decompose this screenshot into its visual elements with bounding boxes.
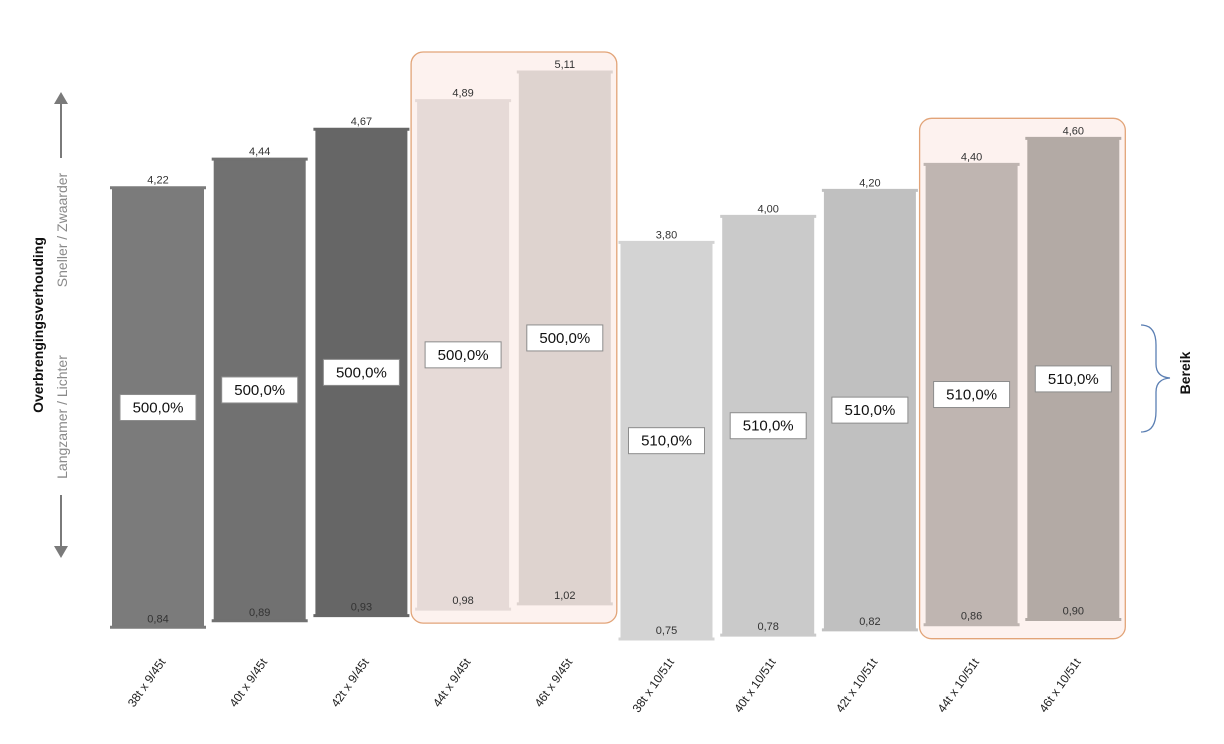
high-value-label: 4,40	[961, 151, 982, 163]
category-label: 44t x 9/45t	[430, 655, 474, 709]
arrow-up-icon	[54, 92, 68, 158]
range-label-box	[933, 381, 1011, 409]
high-value-label: 3,80	[656, 229, 677, 241]
range-label: 510,0%	[1048, 371, 1099, 388]
range-label: 500,0%	[234, 382, 285, 399]
high-value-label: 4,67	[351, 116, 372, 128]
range-label: 510,0%	[743, 418, 794, 435]
range-label-box	[322, 358, 400, 386]
category-label: 46t x 9/45t	[532, 655, 576, 709]
range-label-box	[119, 394, 197, 422]
category-label: 46t x 10/51t	[1036, 655, 1084, 715]
low-value-label: 0,84	[147, 613, 168, 625]
bereik-bracket: Bereik	[1140, 324, 1193, 433]
low-value-label: 0,82	[859, 616, 880, 628]
y-axis-annotation: Overbrengingsverhouding Sneller / Zwaard…	[30, 92, 70, 558]
high-value-label: 4,00	[757, 203, 778, 215]
range-label-box	[1034, 365, 1112, 393]
category-label: 42t x 9/45t	[328, 655, 372, 709]
low-value-label: 0,75	[656, 625, 677, 637]
category-label: 38t x 9/45t	[125, 655, 169, 709]
high-value-label: 5,11	[555, 59, 576, 71]
y-axis-up-label: Sneller / Zwaarder	[54, 172, 70, 287]
range-label: 500,0%	[336, 364, 387, 381]
high-value-label: 4,60	[1063, 125, 1084, 137]
low-value-label: 0,98	[452, 595, 473, 607]
high-value-label: 4,20	[859, 177, 880, 189]
low-value-label: 0,78	[757, 621, 778, 633]
high-value-label: 4,89	[452, 88, 473, 100]
range-label: 500,0%	[438, 347, 489, 364]
y-axis-title: Overbrengingsverhouding	[30, 237, 46, 413]
range-label-box	[831, 396, 909, 424]
bracket-label: Bereik	[1177, 351, 1193, 394]
category-label: 44t x 10/51t	[935, 655, 983, 715]
low-value-label: 0,90	[1063, 605, 1084, 617]
curly-brace-icon	[1140, 324, 1171, 433]
range-label-box	[628, 427, 705, 455]
category-label: 38t x 10/51t	[630, 655, 678, 715]
low-value-label: 1,02	[554, 590, 575, 602]
range-label-box	[221, 376, 299, 404]
range-label-box	[424, 341, 502, 369]
high-value-label: 4,44	[249, 146, 270, 158]
category-label: 40t x 9/45t	[227, 655, 271, 709]
category-label: 42t x 10/51t	[833, 655, 881, 715]
low-value-label: 0,86	[961, 611, 982, 623]
y-axis-down-label: Langzamer / Lichter	[54, 355, 70, 479]
range-label: 510,0%	[844, 402, 895, 419]
arrow-down-icon	[54, 495, 68, 558]
range-label: 500,0%	[133, 400, 184, 417]
low-value-label: 0,89	[249, 607, 270, 619]
range-label-box	[729, 412, 807, 440]
low-value-label: 0,93	[351, 602, 372, 614]
range-label: 510,0%	[946, 387, 997, 404]
range-label: 510,0%	[641, 433, 692, 450]
high-value-label: 4,22	[147, 175, 168, 187]
range-label-box	[526, 324, 604, 352]
range-label: 500,0%	[539, 330, 590, 347]
category-label: 40t x 10/51t	[731, 655, 779, 715]
